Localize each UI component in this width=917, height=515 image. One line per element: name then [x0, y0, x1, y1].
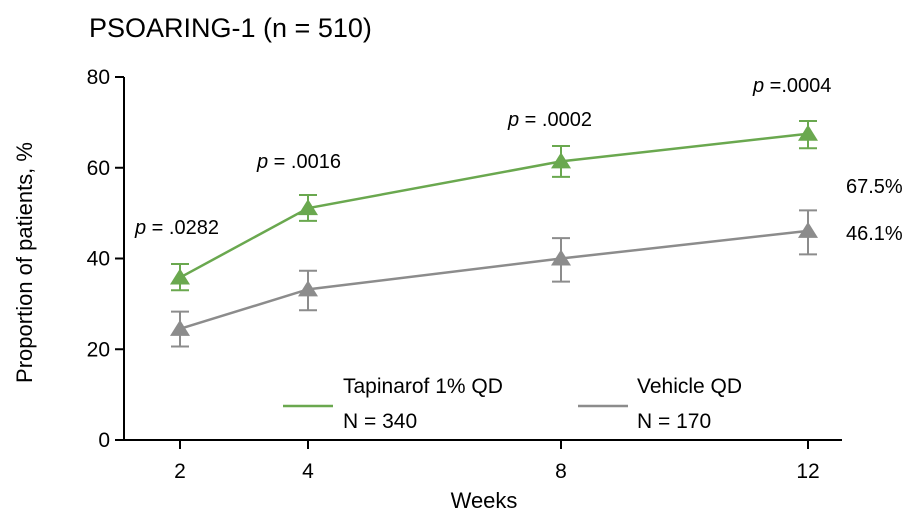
end-value-label: 67.5%: [846, 176, 903, 198]
x-axis: 2 4 8 12: [124, 439, 842, 483]
y-tick-label: 60: [87, 157, 110, 180]
annotation-layer: p = .0282 p = .0016 p = .0002 p =.0004: [134, 75, 831, 239]
data-point-marker: [551, 249, 571, 266]
data-point-marker: [298, 280, 318, 297]
series-vehicle: 46.1%: [170, 209, 903, 348]
y-axis-title: Proportion of patients, %: [12, 142, 37, 383]
series-line: [179, 132, 809, 279]
y-tick-label: 0: [98, 429, 110, 452]
x-tick-label: 2: [174, 460, 186, 483]
x-tick-label: 4: [302, 460, 314, 483]
y-axis: 0 20 40 60 80: [87, 66, 125, 452]
legend-series-n: N = 340: [343, 410, 417, 433]
legend-series-n: N = 170: [637, 410, 711, 433]
data-point-marker: [298, 199, 318, 216]
y-tick-label: 20: [87, 338, 110, 361]
data-point-marker: [170, 268, 190, 285]
legend-series-name: Tapinarof 1% QD: [343, 375, 503, 398]
legend-item-vehicle: Vehicle QD N = 170: [578, 375, 742, 433]
p-value-label: p = .0282: [134, 217, 219, 239]
y-tick-label: 80: [87, 66, 110, 89]
p-value-label: p = .0002: [507, 109, 592, 131]
series-tapinarof: 67.5%: [170, 120, 903, 292]
x-tick-label: 8: [555, 460, 567, 483]
y-tick-label: 40: [87, 248, 110, 271]
x-tick-label: 12: [796, 460, 819, 483]
data-point-marker: [170, 319, 190, 336]
end-value-label: 46.1%: [846, 223, 903, 245]
legend-item-tapinarof: Tapinarof 1% QD N = 340: [283, 375, 503, 433]
series-layer: 46.1% 67.5%: [170, 120, 903, 348]
p-value-label: p = .0016: [256, 151, 341, 173]
legend-series-name: Vehicle QD: [637, 375, 742, 398]
data-point-marker: [798, 124, 818, 141]
x-axis-title: Weeks: [451, 488, 518, 513]
chart-title: PSOARING-1 (n = 510): [89, 13, 372, 43]
series-line: [179, 229, 809, 331]
data-point-marker: [551, 152, 571, 169]
p-value-label: p =.0004: [752, 75, 831, 97]
legend: Tapinarof 1% QD N = 340 Vehicle QD N = 170: [283, 375, 742, 433]
data-point-marker: [798, 221, 818, 238]
